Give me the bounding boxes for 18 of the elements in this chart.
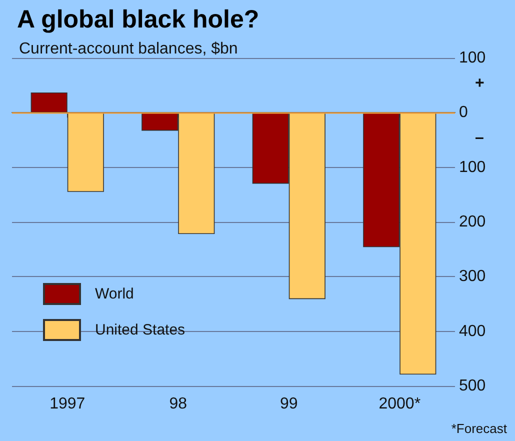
y-tick-label: 300	[459, 268, 486, 286]
chart-title: A global black hole?	[17, 6, 260, 34]
y-tick-label: 500	[459, 378, 486, 394]
y-tick-label: 100	[459, 50, 486, 66]
x-tick-label: 99	[280, 396, 298, 412]
chart-subtitle: Current-account balances, $bn	[19, 40, 238, 58]
x-tick-label: 98	[169, 396, 188, 412]
legend-label: World	[95, 286, 134, 302]
x-tick-label: 1997	[50, 396, 86, 412]
y-tick-label: 0	[459, 104, 468, 122]
text: +	[475, 74, 484, 92]
text: –	[475, 130, 484, 146]
y-tick-label: 200	[459, 214, 486, 230]
legend-label: United States	[95, 322, 186, 338]
y-tick-label: 100	[459, 158, 486, 176]
x-tick-label: 2000*	[378, 396, 421, 412]
text: *Forecast	[451, 421, 508, 436]
y-tick-label: 400	[459, 322, 486, 340]
